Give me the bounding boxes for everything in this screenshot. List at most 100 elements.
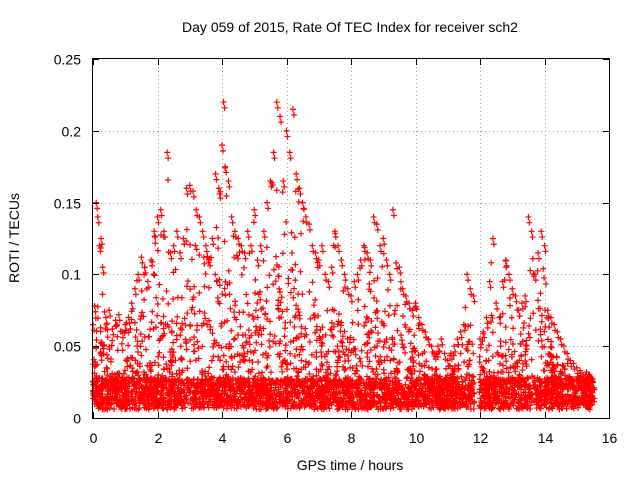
data-point [522,351,529,358]
data-point [172,393,179,400]
data-point [223,371,230,378]
data-point [503,358,510,365]
data-point [485,402,492,409]
data-point [418,362,425,369]
data-point [277,384,284,391]
data-point [312,329,319,336]
data-point [349,382,356,389]
data-point [545,361,552,368]
data-point [478,379,485,386]
data-point [105,397,112,404]
data-point [141,296,148,303]
data-point [223,169,230,176]
data-point [557,336,564,343]
data-point [255,291,262,298]
data-point [334,357,341,364]
data-point [431,371,438,378]
data-point [196,213,203,220]
data-point [119,334,126,341]
data-point [381,241,388,248]
data-point [232,390,239,397]
data-point [207,377,214,384]
data-point [312,249,319,256]
data-point [348,298,355,305]
data-point [366,358,373,365]
data-point [547,314,554,321]
data-point [326,363,333,370]
data-point [380,366,387,373]
data-point [269,377,276,384]
data-point [537,384,544,391]
data-point [164,402,171,409]
data-point [174,401,181,408]
data-point [367,257,374,264]
data-point [252,395,259,402]
data-point [546,381,553,388]
data-point [199,371,206,378]
data-point [480,367,487,374]
data-point [334,363,341,370]
data-point [193,206,200,213]
data-point [522,389,529,396]
data-point [115,370,122,377]
data-point [236,309,243,316]
data-point [160,354,167,361]
data-point [255,359,262,366]
data-point [183,340,190,347]
data-point [466,372,473,379]
data-point [90,327,97,334]
data-point [163,288,170,295]
data-point [199,383,206,390]
data-point [522,292,529,299]
data-point [101,368,108,375]
data-point [390,404,397,411]
data-point [421,391,428,398]
data-point [212,271,219,278]
data-point [506,277,513,284]
data-point [154,213,161,220]
data-point [249,366,256,373]
data-point [338,257,345,264]
data-point [119,347,126,354]
data-point [524,375,531,382]
data-point [341,271,348,278]
data-point [187,358,194,365]
data-point [576,367,583,374]
data-point [132,395,139,402]
data-point [226,280,233,287]
data-point [261,389,268,396]
data-point [169,354,176,361]
data-point [332,381,339,388]
data-point [485,357,492,364]
data-point [386,345,393,352]
data-point [168,373,175,380]
data-point [494,369,501,376]
data-point [590,384,597,391]
data-point [518,300,525,307]
data-point [498,368,505,375]
data-point [115,311,122,318]
data-point [119,397,126,404]
data-point [393,259,400,266]
data-point [155,353,162,360]
data-point [197,219,204,226]
data-point [546,324,553,331]
data-point [551,321,558,328]
data-point [194,338,201,345]
data-point [497,343,504,350]
data-point [154,378,161,385]
data-point [492,391,499,398]
data-point [495,405,502,412]
data-point [389,378,396,385]
data-point [94,205,101,212]
data-point [448,356,455,363]
data-point [313,337,320,344]
data-point [481,399,488,406]
data-point [120,384,127,391]
data-point [318,360,325,367]
data-point [245,234,252,241]
data-point [284,361,291,368]
data-point [443,386,450,393]
data-point [344,352,351,359]
data-point [99,241,106,248]
